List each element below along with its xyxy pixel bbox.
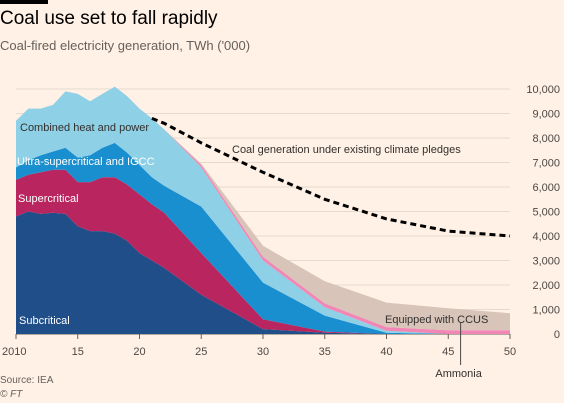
pledge-line: [151, 117, 511, 238]
x-tick-label: 50: [504, 346, 516, 358]
label-ultra-supercritical: Ultra-supercritical and IGCC: [17, 156, 155, 168]
x-tick-label: 30: [257, 346, 269, 358]
y-tick-label: 0: [554, 329, 560, 341]
area-subcritical: [16, 211, 510, 334]
x-tick-label: 2010: [2, 346, 26, 358]
y-tick-label: 10,000: [526, 84, 560, 96]
y-tick-label: 6,000: [532, 182, 560, 194]
area-ultra-supercritical-and-igcc: [16, 142, 510, 334]
area-layer: [16, 86, 510, 334]
label-pledge-line: Coal generation under existing climate p…: [232, 144, 461, 156]
y-tick-label: 9,000: [532, 109, 560, 121]
x-tick-label: 15: [72, 346, 84, 358]
x-tick-label: 25: [195, 346, 207, 358]
ft-credit: © FT: [0, 389, 23, 400]
label-equipped-with-ccus: Equipped with CCUS: [385, 314, 488, 326]
y-tick-label: 1,000: [532, 305, 560, 317]
axis-layer: 0 1,000 2,000 3,000 4,000 5,000 6,000 7,000 8,00…: [2, 84, 560, 358]
label-ammonia: Ammonia: [435, 368, 482, 380]
label-combined-heat-and-power: Combined heat and power: [20, 122, 149, 134]
x-tick-label: 45: [442, 346, 454, 358]
x-tick-label: 40: [380, 346, 392, 358]
y-tick-label: 5,000: [532, 207, 560, 219]
y-tick-label: 2,000: [532, 280, 560, 292]
label-supercritical: Supercritical: [18, 193, 79, 205]
pledge-line-layer: [151, 117, 511, 238]
x-tick-label: 35: [319, 346, 331, 358]
x-tick-label: 20: [133, 346, 145, 358]
y-tick-label: 8,000: [532, 133, 560, 145]
y-tick-label: 4,000: [532, 231, 560, 243]
area-combined-heat-and-power: [16, 86, 510, 334]
source-note: Source: IEA: [0, 375, 54, 386]
area-supercritical: [16, 169, 510, 334]
chart-title: Coal use set to fall rapidly: [0, 8, 218, 29]
y-tick-label: 7,000: [532, 158, 560, 170]
chart-subtitle: Coal-fired electricity generation, TWh (…: [0, 38, 251, 53]
brand-bar: [0, 0, 48, 4]
label-layer: Combined heat and power Ultra-supercritic…: [17, 122, 488, 380]
label-subcritical: Subcritical: [19, 315, 70, 327]
y-tick-label: 3,000: [532, 256, 560, 268]
